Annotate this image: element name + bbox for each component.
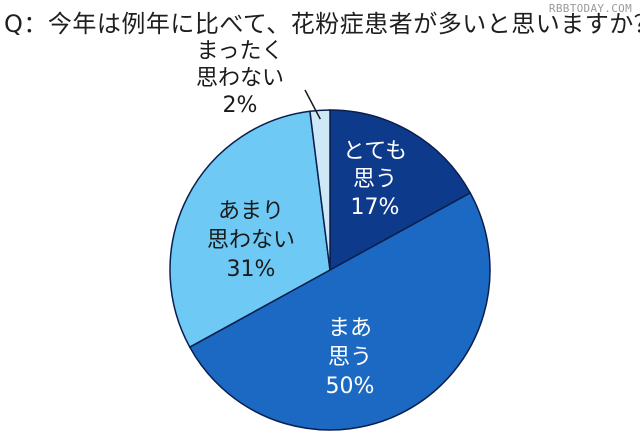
pie-slice (188, 191, 491, 431)
watermark: RBBTODAY.COM (548, 2, 632, 15)
leader-line (304, 89, 321, 120)
pie-slice (329, 109, 472, 272)
slice-label: とても思う 17% (343, 139, 407, 220)
pie-slice (169, 110, 331, 349)
slice-label: まあ思う 50% (326, 316, 375, 399)
pie-slice (309, 109, 331, 271)
slice-label: まったく思わない 2% (196, 39, 284, 118)
slice-label: あまり思わない 31% (207, 199, 295, 282)
chart-title: Q：今年は例年に比べて、花粉症患者が多いと思いますか？ (4, 10, 640, 38)
